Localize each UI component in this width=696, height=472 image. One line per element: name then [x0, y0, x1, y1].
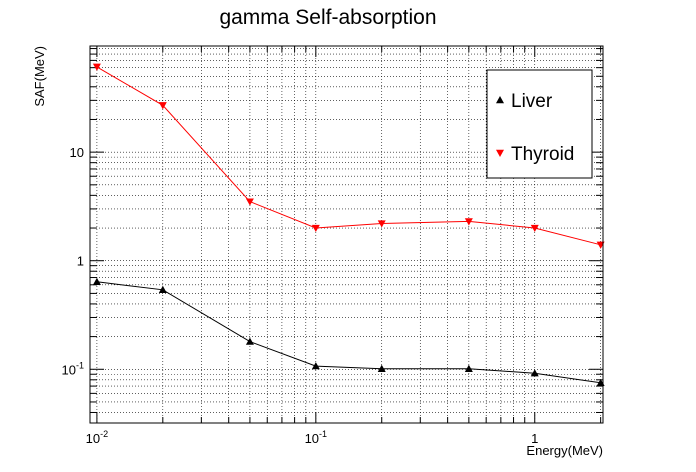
- data-point-liver: [158, 285, 167, 293]
- y-tick-label: 10: [70, 145, 84, 160]
- data-point-liver: [92, 277, 101, 285]
- series-line-thyroid: [96, 66, 601, 246]
- x-tick-label: 10-2: [86, 429, 108, 446]
- legend-marker-liver: [496, 96, 504, 104]
- y-axis-label: SAF(MeV): [32, 46, 47, 107]
- x-tick-labels: 10-2 10-1 1: [86, 429, 539, 446]
- chart-title: gamma Self-absorption: [219, 6, 436, 29]
- data-point-thyroid: [377, 220, 386, 228]
- series-line-liver: [96, 281, 601, 384]
- data-point-thyroid: [92, 63, 101, 71]
- y-tick-label: 1: [77, 254, 84, 269]
- legend-marker-thyroid: [496, 149, 504, 157]
- data-point-liver: [377, 364, 386, 373]
- data-point-thyroid: [311, 224, 320, 233]
- data-point-thyroid: [158, 102, 167, 110]
- data-point-thyroid: [530, 224, 539, 233]
- legend-box: [486, 69, 593, 179]
- axis-ticks: [90, 46, 603, 423]
- legend-label-liver: Liver: [511, 91, 553, 112]
- plot-frame: [89, 45, 604, 424]
- y-tick-labels: 10-1 1 10: [62, 145, 84, 377]
- data-point-liver: [464, 364, 473, 373]
- y-tick-label: 10-1: [62, 360, 84, 377]
- legend-label-thyroid: Thyroid: [511, 144, 574, 165]
- x-axis-label: Energy(MeV): [526, 443, 603, 458]
- series-layer: [92, 63, 605, 387]
- legend: Liver Thyroid: [486, 69, 593, 179]
- data-point-thyroid: [464, 218, 473, 226]
- x-tick-label: 1: [531, 431, 538, 446]
- data-point-liver: [311, 362, 320, 370]
- data-point-thyroid: [245, 198, 254, 206]
- data-point-liver: [245, 337, 254, 345]
- x-tick-label: 10-1: [305, 429, 327, 446]
- data-point-liver: [530, 369, 539, 377]
